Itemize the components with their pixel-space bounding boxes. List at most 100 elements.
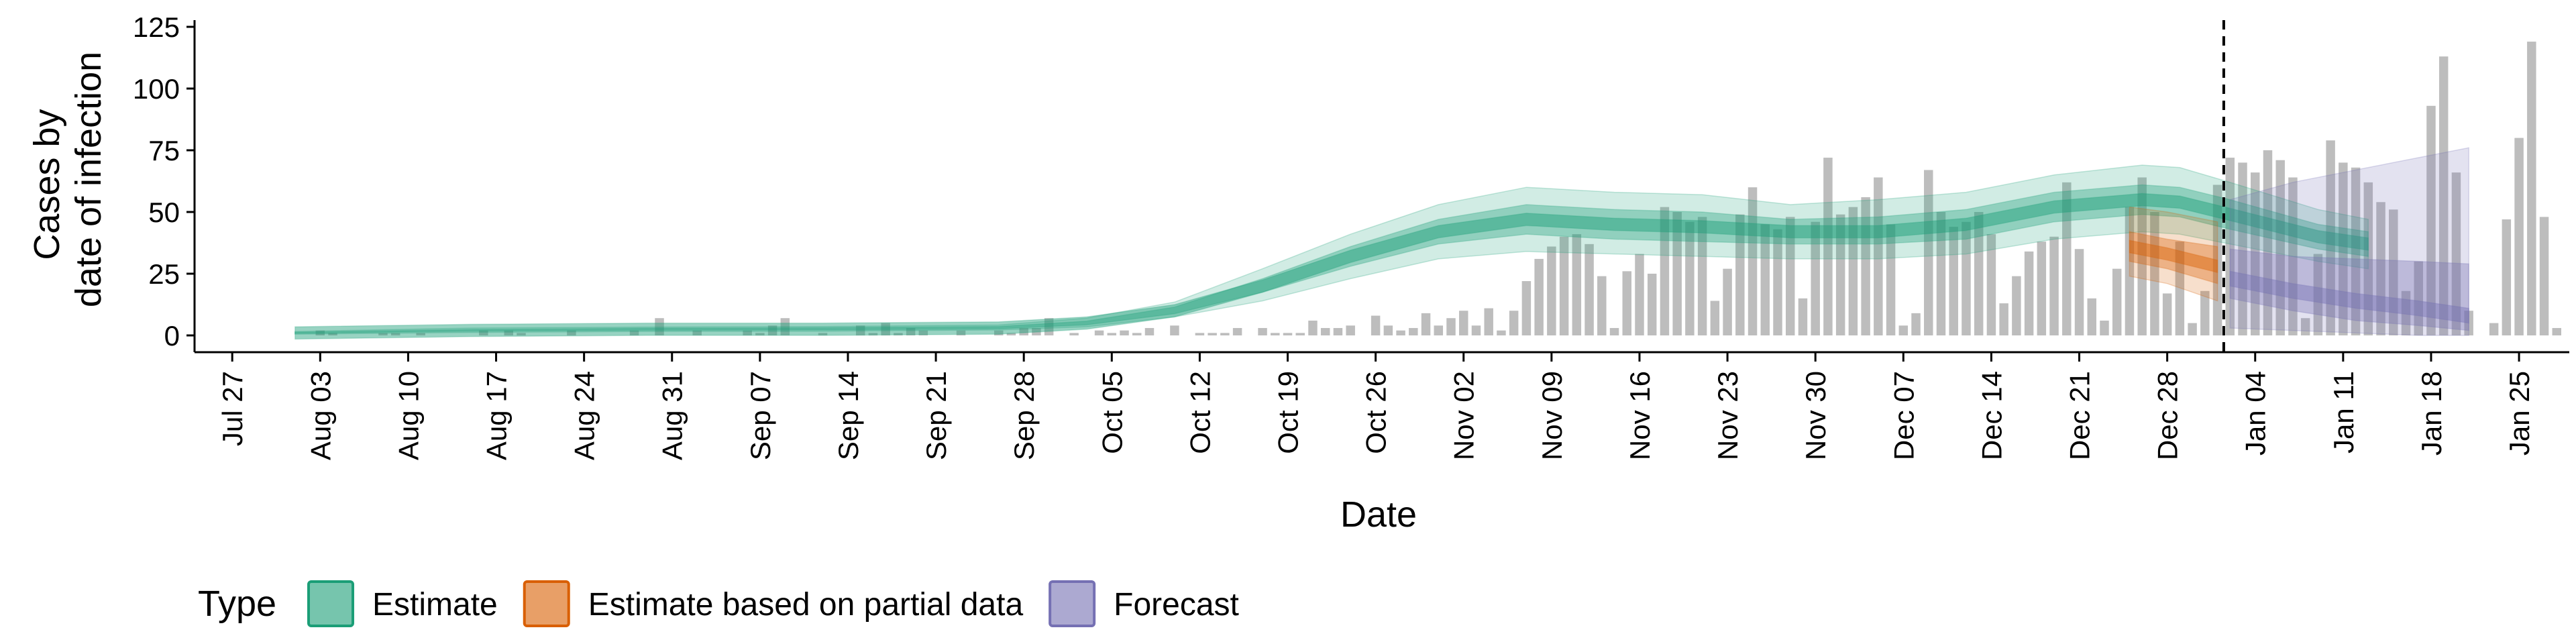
case-bar [1697, 217, 1707, 335]
estimate-outer-band [294, 164, 2369, 335]
legend: Type Estimate Estimate based on partial d… [198, 580, 1239, 627]
case-bar [1559, 236, 1569, 335]
x-tick-label: Nov 16 [1624, 371, 1656, 460]
case-bar [1320, 327, 1330, 335]
case-bar [743, 330, 752, 335]
reported-cases-bars [315, 42, 2562, 336]
case-bar [1446, 318, 1456, 335]
y-axis-title-line-1: Cases by [27, 109, 67, 260]
case-bar [2426, 105, 2436, 335]
case-bar [2527, 42, 2536, 335]
case-bar [1409, 327, 1418, 335]
case-bar [2464, 311, 2473, 335]
legend-swatch [1049, 580, 1096, 627]
case-bar [1132, 333, 1142, 335]
case-bar [517, 333, 526, 335]
legend-item-label: Forecast [1114, 587, 1239, 623]
case-bar [1660, 207, 1670, 335]
case-bar [1585, 244, 1594, 335]
case-bar [2552, 327, 2562, 335]
x-tick-label: Dec 14 [1976, 371, 2007, 460]
case-bar [2137, 177, 2147, 335]
x-axis-title: Date [1340, 494, 1417, 535]
case-bar [2489, 323, 2499, 335]
x-tick-label: Dec 07 [1888, 371, 1919, 460]
y-tick-label: 100 [133, 73, 180, 105]
case-bar [1861, 197, 1870, 335]
legend-swatch [523, 580, 570, 627]
legend-item-label: Estimate [372, 587, 498, 623]
case-bar [1924, 170, 1933, 335]
case-bar [1006, 333, 1016, 335]
case-bar [1484, 308, 1493, 335]
x-tick-label: Aug 31 [657, 371, 688, 460]
case-bar [2502, 219, 2512, 335]
x-axis-ticks: Jul 27 Aug 03 Aug 10 Aug 17 Aug 24 Aug 31 Sep … [217, 352, 2535, 460]
y-tick-label: 25 [148, 258, 180, 290]
case-bar [2313, 254, 2323, 335]
x-tick-label: Sep 28 [1008, 371, 1040, 460]
case-bar [1509, 311, 1519, 335]
x-tick-label: Aug 24 [569, 371, 600, 460]
case-bar [2401, 290, 2411, 335]
case-bar [1421, 313, 1431, 335]
x-tick-label: Jan 25 [2504, 371, 2535, 455]
case-bar [956, 330, 966, 335]
partial-estimate-median-band [2129, 239, 2218, 274]
case-bar [378, 333, 388, 335]
case-bar [1094, 330, 1104, 335]
case-bar [1434, 325, 1444, 335]
case-bar [1962, 221, 1971, 335]
case-bar [1346, 325, 1355, 335]
x-tick-label: Dec 21 [2064, 371, 2096, 460]
case-bar [1748, 187, 1758, 335]
case-bar [755, 333, 765, 335]
y-tick-label: 75 [148, 135, 180, 166]
y-axis-title-line-2: date of infection [68, 52, 109, 307]
case-bar [1258, 327, 1267, 335]
case-bar [1019, 327, 1028, 335]
case-bar [1936, 212, 1946, 335]
x-tick-label: Oct 26 [1360, 371, 1392, 454]
case-bar [1773, 229, 1782, 335]
case-bar [1572, 234, 1582, 335]
case-bar [1798, 298, 1808, 335]
partial-estimate-inner-band [2129, 231, 2218, 284]
case-bar [2150, 212, 2159, 335]
case-bar [1986, 234, 1996, 335]
case-bar [2351, 167, 2361, 335]
case-bar [2062, 182, 2072, 335]
case-bar [1471, 325, 1481, 335]
x-tick-label: Nov 23 [1712, 371, 1743, 460]
case-bar [1811, 221, 1820, 335]
case-bar [1635, 254, 1644, 335]
case-bar [1107, 333, 1117, 335]
x-tick-label: Sep 14 [833, 371, 864, 460]
x-tick-label: Nov 30 [1800, 371, 1831, 460]
case-bar [1069, 333, 1079, 335]
case-bar [2238, 162, 2247, 335]
x-tick-label: Jul 27 [217, 371, 248, 446]
forecast-ribbons [2229, 147, 2469, 336]
case-bar [2024, 251, 2034, 335]
y-axis-title: Cases by date of infection [27, 52, 109, 307]
case-bar [2339, 162, 2348, 335]
x-tick-label: Aug 17 [481, 371, 513, 460]
case-bar [315, 330, 325, 335]
case-bar [881, 323, 890, 335]
x-tick-label: Oct 12 [1184, 371, 1216, 454]
case-bar [1170, 325, 1179, 335]
case-bar [2514, 138, 2524, 335]
case-bar [1220, 333, 1230, 335]
case-bar [1760, 224, 1770, 335]
case-bar [2288, 177, 2298, 335]
case-bar [2225, 158, 2235, 336]
forecast-outer-band [2229, 147, 2469, 336]
case-bar [1459, 311, 1468, 335]
case-bar [918, 330, 928, 335]
case-bar [1685, 221, 1695, 335]
case-bar [2175, 241, 2185, 335]
legend-swatch [307, 580, 354, 627]
case-bar [328, 333, 337, 335]
